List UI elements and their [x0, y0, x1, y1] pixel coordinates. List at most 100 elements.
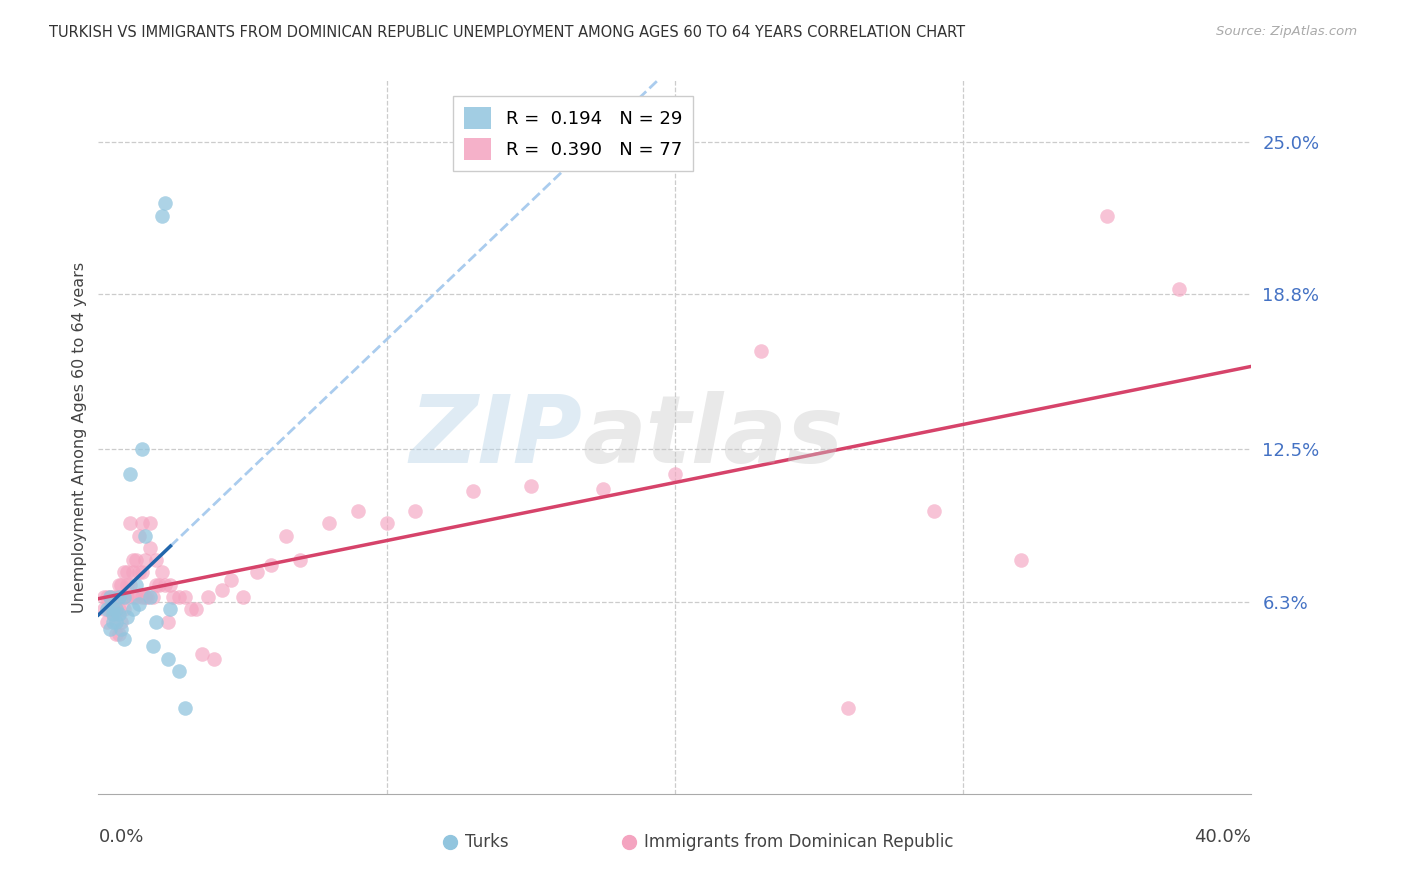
Point: [136, 590, 159, 604]
Point: [290, 553, 312, 567]
Point: [837, 700, 859, 714]
Point: [1097, 209, 1119, 223]
Point: [125, 553, 148, 567]
Point: [110, 578, 132, 592]
Point: [104, 602, 127, 616]
Point: [159, 578, 181, 592]
Point: [174, 590, 197, 604]
Point: [98, 602, 121, 616]
Point: [751, 343, 773, 358]
Point: [112, 602, 135, 616]
Point: [260, 558, 283, 572]
Point: [167, 664, 190, 678]
Point: [153, 196, 176, 211]
Text: TURKISH VS IMMIGRANTS FROM DOMINICAN REPUBLIC UNEMPLOYMENT AMONG AGES 60 TO 64 Y: TURKISH VS IMMIGRANTS FROM DOMINICAN REP…: [49, 25, 966, 40]
Point: [150, 209, 173, 223]
Point: [346, 504, 368, 518]
Point: [145, 615, 167, 629]
Point: [96, 602, 118, 616]
Point: [142, 639, 165, 653]
Point: [104, 590, 127, 604]
Point: [107, 602, 129, 616]
Point: [125, 578, 148, 592]
Point: [107, 590, 129, 604]
Point: [150, 566, 173, 580]
Text: 40.0%: 40.0%: [1195, 828, 1251, 847]
Point: [98, 622, 121, 636]
Text: ZIP: ZIP: [409, 391, 582, 483]
Point: [219, 573, 242, 587]
Y-axis label: Unemployment Among Ages 60 to 64 years: Unemployment Among Ages 60 to 64 years: [72, 261, 87, 613]
Point: [93, 602, 115, 616]
Point: [104, 602, 127, 616]
Point: [128, 566, 150, 580]
Point: [405, 504, 427, 518]
Point: [120, 578, 142, 592]
Point: [101, 615, 124, 629]
Point: [159, 602, 181, 616]
Point: [139, 590, 162, 604]
Point: [117, 578, 139, 592]
Point: [1010, 553, 1032, 567]
Point: [139, 541, 162, 555]
Point: [162, 590, 184, 604]
Point: [180, 602, 202, 616]
Point: [101, 607, 124, 622]
Point: [1168, 282, 1191, 296]
Point: [107, 578, 129, 592]
Point: [93, 590, 115, 604]
Point: [231, 590, 254, 604]
Point: [139, 516, 162, 531]
Point: [122, 590, 145, 604]
Point: [461, 484, 484, 499]
Point: [110, 590, 132, 604]
Point: [274, 528, 297, 542]
Text: Source: ZipAtlas.com: Source: ZipAtlas.com: [1216, 25, 1357, 38]
Point: [142, 590, 165, 604]
Point: [246, 566, 269, 580]
Text: Turks: Turks: [465, 833, 509, 851]
Point: [211, 582, 233, 597]
Point: [117, 609, 139, 624]
Point: [101, 590, 124, 604]
Point: [110, 615, 132, 629]
Point: [186, 602, 208, 616]
Point: [122, 566, 145, 580]
Point: [122, 602, 145, 616]
Point: [122, 553, 145, 567]
Point: [110, 622, 132, 636]
Point: [131, 590, 153, 604]
Point: [156, 615, 179, 629]
Point: [592, 482, 614, 496]
Point: [156, 651, 179, 665]
Point: [318, 516, 340, 531]
Point: [174, 700, 197, 714]
Text: 0.0%: 0.0%: [98, 828, 143, 847]
Point: [101, 602, 124, 616]
Point: [167, 590, 190, 604]
Point: [197, 590, 219, 604]
Point: [117, 566, 139, 580]
Point: [107, 627, 129, 641]
Point: [128, 528, 150, 542]
Point: [125, 590, 148, 604]
Point: [101, 602, 124, 616]
Point: [145, 553, 167, 567]
Point: [520, 479, 543, 493]
Point: [112, 590, 135, 604]
Point: [134, 590, 156, 604]
Point: [112, 632, 135, 646]
Point: [128, 598, 150, 612]
Point: [117, 590, 139, 604]
Point: [131, 516, 153, 531]
Point: [924, 504, 946, 518]
Point: [96, 590, 118, 604]
Point: [112, 566, 135, 580]
Text: Immigrants from Dominican Republic: Immigrants from Dominican Republic: [644, 833, 953, 851]
Point: [153, 578, 176, 592]
Point: [145, 578, 167, 592]
Point: [202, 651, 225, 665]
Point: [96, 615, 118, 629]
Point: [131, 566, 153, 580]
Text: atlas: atlas: [582, 391, 844, 483]
